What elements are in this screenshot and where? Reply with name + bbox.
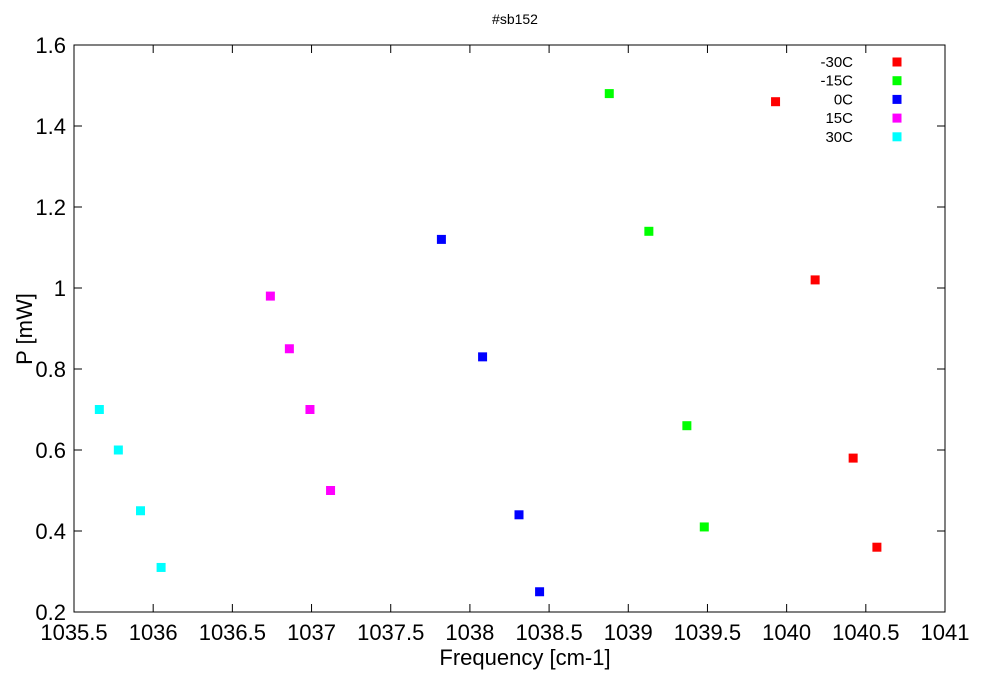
legend-marker [892,94,902,104]
y-tick-label: 1.6 [35,33,66,58]
x-tick-label: 1040.5 [832,620,899,645]
y-axis-label: P [mW] [12,293,37,365]
plot-frame [73,44,946,613]
data-point [810,275,820,285]
legend-marker [892,57,902,67]
data-point [113,445,123,455]
x-tick-label: 1037 [287,620,336,645]
y-tick-label: 1.2 [35,195,66,220]
data-point [848,453,858,463]
data-point [644,226,654,236]
data-point [478,352,488,362]
x-tick-label: 1038.5 [515,620,582,645]
data-point [771,97,781,107]
legend-label: 15C [825,110,853,127]
y-tick-label: 1.4 [35,114,66,139]
x-tick-label: 1036.5 [199,620,266,645]
data-point [305,405,315,414]
data-point [535,587,545,597]
x-tick-label: 1039 [604,620,653,645]
data-point [156,562,166,572]
x-tick-label: 1038 [445,620,494,645]
data-point [284,344,294,354]
data-point [604,89,614,99]
legend-label: 30C [825,129,853,146]
legend-marker [892,113,902,123]
data-point [136,506,146,516]
x-tick-label: 1041 [921,620,970,645]
y-tick-label: 0.4 [35,519,66,544]
legend-marker [892,132,902,142]
data-point [872,542,882,552]
x-axis-ticks: 1035.5 1036 1036.5 1037 1037.5 1038 1038.5 1039… [40,45,969,645]
data-point [682,421,692,431]
x-tick-label: 1040 [762,620,811,645]
chart-title: #sb152 [492,11,538,27]
data-point [436,234,446,244]
data-point [699,522,709,532]
x-tick-label: 1037.5 [357,620,424,645]
y-tick-label: 0.6 [35,438,66,463]
x-axis-label: Frequency [cm-1] [439,645,610,670]
data-point [94,405,104,414]
legend-label: 0C [834,91,853,108]
legend-label: -15C [820,73,853,90]
y-tick-label: 0.8 [35,357,66,382]
plot-border [73,44,946,613]
x-tick-label: 1039.5 [674,620,741,645]
data-points [94,89,882,597]
legend-marker [892,76,902,86]
y-tick-label: 1 [54,276,66,301]
legend-label: -30C [820,54,853,71]
data-point [326,486,336,495]
x-tick-label: 1036 [129,620,178,645]
data-point [514,510,524,520]
y-axis-ticks: 0.2 0.4 0.6 0.8 1 1.2 1.4 1.6 [35,33,945,625]
y-tick-label: 0.2 [35,600,66,625]
x-tick-label: 1035.5 [40,620,107,645]
data-point [265,291,275,301]
